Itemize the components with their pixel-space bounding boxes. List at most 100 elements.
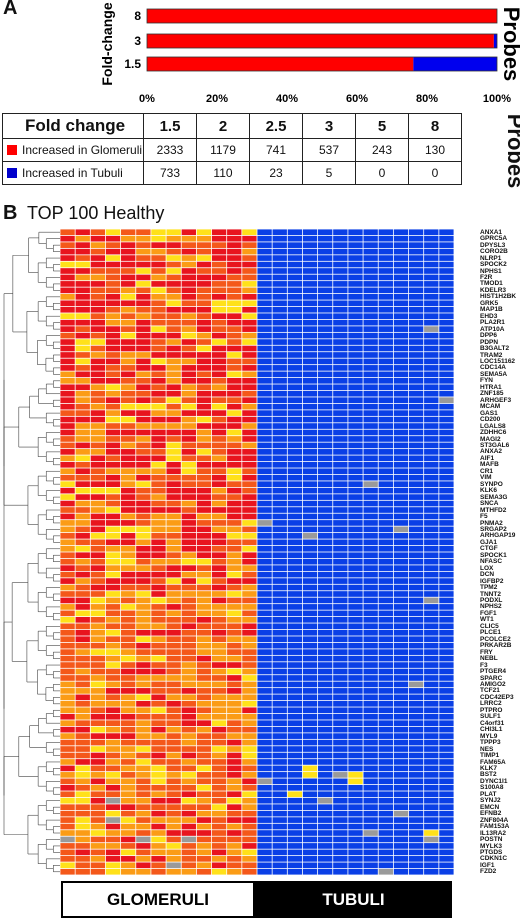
heatmap-cell [211, 558, 227, 565]
heatmap-cell [181, 352, 196, 358]
heatmap-cell [211, 468, 227, 475]
gene-label: MTHFD2 [480, 506, 507, 514]
gene-label: CHI3L1 [480, 726, 503, 734]
heatmap-cell [318, 436, 333, 442]
heatmap-cell [348, 668, 363, 675]
heatmap-cell [181, 423, 196, 429]
gene-label: TRAM2 [480, 351, 503, 359]
heatmap-cell [348, 765, 363, 772]
heatmap-cell [424, 242, 439, 248]
heatmap-cell [272, 287, 287, 294]
heatmap-cell [242, 352, 257, 358]
heatmap-cell [378, 261, 393, 268]
heatmap-cell [105, 578, 121, 584]
heatmap-cell [378, 255, 393, 261]
heatmap-cell [75, 558, 90, 565]
heatmap-cell [90, 410, 106, 416]
heatmap-cell [227, 636, 242, 643]
heatmap-cell [242, 552, 257, 559]
heatmap-cell [196, 784, 212, 791]
heatmap-cell [196, 377, 212, 384]
heatmap-cell [363, 688, 378, 694]
heatmap-cell [424, 403, 439, 410]
heatmap-cell [272, 584, 287, 591]
heatmap-cell [136, 229, 151, 236]
heatmap-cell [287, 868, 303, 875]
heatmap-cell [75, 455, 90, 462]
heatmap-cell [408, 746, 424, 752]
heatmap-cell [378, 772, 393, 778]
heatmap-cell [424, 655, 439, 662]
heatmap-cell [90, 655, 106, 662]
heatmap-cell [227, 248, 242, 255]
heatmap-cell [166, 804, 181, 810]
heatmap-cell [181, 655, 196, 662]
heatmap-cell [211, 694, 227, 701]
heatmap-cell [424, 617, 439, 623]
heatmap-cell [242, 410, 257, 416]
heatmap-cell [90, 487, 106, 494]
heatmap-cell [181, 403, 196, 410]
heatmap-cell [121, 578, 136, 584]
heatmap-cell [166, 565, 181, 571]
heatmap-cell [424, 778, 439, 785]
heatmap-cell [60, 565, 75, 571]
heatmap-cell [318, 655, 333, 662]
heatmap-cell [393, 694, 409, 701]
heatmap-cell [105, 739, 121, 746]
heatmap-cell [393, 713, 409, 720]
heatmap-cell [333, 242, 348, 248]
heatmap-cell [105, 817, 121, 823]
gene-label: FRY [480, 648, 493, 656]
heatmap-cell [257, 526, 272, 533]
heatmap-cell [75, 571, 90, 578]
heatmap-cell [166, 371, 181, 378]
heatmap-cell [439, 810, 454, 817]
heatmap-cell [378, 468, 393, 475]
heatmap-cell [287, 584, 303, 591]
heatmap-cell [272, 416, 287, 423]
heatmap-cell [75, 681, 90, 688]
heatmap-cell [393, 545, 409, 552]
heatmap-cell [318, 642, 333, 649]
heatmap-cell [181, 636, 196, 643]
gene-label: PTPRO [480, 706, 503, 714]
heatmap-cell [60, 694, 75, 701]
heatmap-cell [136, 332, 151, 339]
heatmap-cell [287, 694, 303, 701]
gene-label: PDPN [480, 338, 499, 346]
heatmap-cell [378, 274, 393, 281]
heatmap-cell [105, 494, 121, 500]
heatmap-cell [105, 720, 121, 727]
heatmap-cell [151, 707, 166, 714]
heatmap-cell [121, 778, 136, 785]
heatmap-cell [439, 313, 454, 320]
heatmap-cell [181, 533, 196, 539]
heatmap-cell [333, 836, 348, 843]
heatmap-cell [136, 552, 151, 559]
heatmap-cell [121, 377, 136, 384]
heatmap-cell [393, 584, 409, 591]
heatmap-cell [348, 281, 363, 287]
heatmap-cell [211, 533, 227, 539]
heatmap-cell [211, 772, 227, 778]
heatmap-cell [378, 494, 393, 500]
heatmap-cell [75, 610, 90, 617]
heatmap-cell [363, 791, 378, 798]
heatmap-cell [90, 746, 106, 752]
heatmap-cell [333, 461, 348, 468]
gene-label: FYN [480, 377, 493, 385]
heatmap-cell [378, 513, 393, 520]
heatmap-cell [227, 513, 242, 520]
heatmap-cell [257, 655, 272, 662]
heatmap-cell [408, 248, 424, 255]
heatmap-cell [121, 765, 136, 772]
heatmap-cell [181, 339, 196, 345]
heatmap-cell [318, 345, 333, 352]
heatmap-cell [439, 610, 454, 617]
heatmap-cell [424, 281, 439, 287]
heatmap-cell [378, 830, 393, 836]
heatmap-cell [196, 455, 212, 462]
heatmap-cell [136, 584, 151, 591]
heatmap-cell [257, 274, 272, 281]
